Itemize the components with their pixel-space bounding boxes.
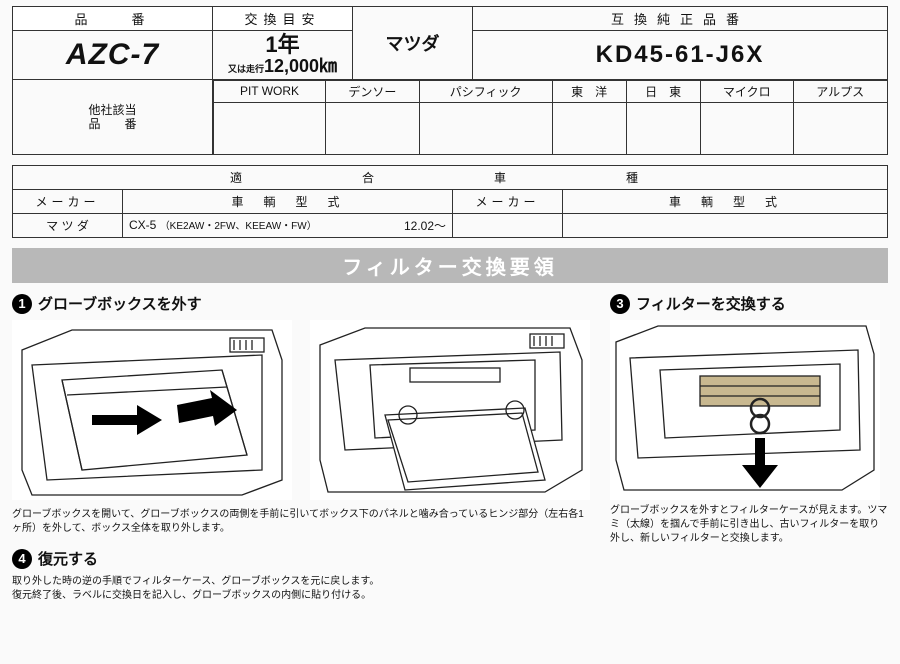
step4-title: 4 復元する: [12, 548, 592, 569]
diagram-glovebox-remove: [310, 320, 590, 500]
step1-title: 1 グローブボックスを外す: [12, 293, 592, 314]
maker: マツダ: [353, 7, 473, 80]
cross-ref-cell: [419, 102, 552, 154]
cross-ref-cell: [626, 102, 700, 154]
step1-diagrams: [12, 320, 592, 500]
step4-caption: 取り外した時の逆の手順でフィルターケース、グローブボックスを元に戻します。 復元…: [12, 575, 592, 603]
fitment-col: メーカー: [13, 190, 123, 214]
cross-ref-hdr: デンソー: [326, 80, 420, 102]
cross-ref-cell: [214, 102, 326, 154]
steps-left-column: 1 グローブボックスを外す: [12, 293, 592, 603]
fitment-col: メーカー: [453, 190, 563, 214]
cross-ref-hdr: 東 洋: [552, 80, 626, 102]
cross-ref-cell: [326, 102, 420, 154]
interval-or: 又は走行: [228, 64, 264, 74]
cross-ref-cell: [700, 102, 793, 154]
interval-cell: 1年 又は走行12,000㎞: [213, 31, 353, 80]
oem-label: 互換純正品番: [473, 7, 888, 31]
cross-ref-cell: [552, 102, 626, 154]
step3-caption: グローブボックスを外すとフィルターケースが見えます。ツマミ（太線）を掴んで手前に…: [610, 504, 888, 546]
cross-ref-table: PIT WORK デンソー パシフィック 東 洋 日 東 マイクロ アルプス: [213, 80, 888, 155]
fitment-model: CX-5 （KE2AW・2FW、KEEAW・FW） 12.02～: [123, 214, 453, 238]
step-number-icon: 1: [12, 294, 32, 314]
cross-ref-hdr: パシフィック: [419, 80, 552, 102]
instructions-banner: フィルター交換要領: [12, 248, 888, 283]
diagram-glovebox-open: [12, 320, 292, 500]
step-number-icon: 4: [12, 549, 32, 569]
steps-container: 1 グローブボックスを外す: [12, 293, 888, 603]
fitment-maker: マ ツ ダ: [13, 214, 123, 238]
diagram-filter-replace: [610, 320, 880, 500]
fitment-empty: [563, 214, 888, 238]
step3-title: 3 フィルターを交換する: [610, 293, 888, 314]
cross-ref-hdr: PIT WORK: [214, 80, 326, 102]
cross-ref-hdr: アルプス: [793, 80, 887, 102]
part-label: 品 番: [13, 7, 213, 31]
steps-right-column: 3 フィルターを交換する: [610, 293, 888, 603]
fitment-col: 車 輌 型 式: [123, 190, 453, 214]
fitment-table: 適 合 車 種 メーカー 車 輌 型 式 メーカー 車 輌 型 式 マ ツ ダ …: [12, 165, 888, 238]
fitment-empty: [453, 214, 563, 238]
step1-caption: グローブボックスを開いて、グローブボックスの両側を手前に引いてボックス下のパネル…: [12, 508, 592, 536]
interval-year: 1年: [217, 33, 348, 57]
product-table: 品 番 交換目安 マツダ 互換純正品番 AZC-7 1年 又は走行12,000㎞…: [12, 6, 888, 155]
fitment-col: 車 輌 型 式: [563, 190, 888, 214]
interval-label: 交換目安: [213, 7, 353, 31]
cross-label: 他社該当 品 番: [13, 79, 213, 155]
cross-ref-hdr: 日 東: [626, 80, 700, 102]
interval-km: 12,000㎞: [264, 56, 337, 76]
part-number: AZC-7: [13, 31, 213, 80]
step-number-icon: 3: [610, 294, 630, 314]
cross-ref-hdr: マイクロ: [700, 80, 793, 102]
cross-ref-cell: [793, 102, 887, 154]
fitment-header: 適 合 車 種: [13, 166, 888, 190]
oem-number: KD45-61-J6X: [473, 31, 888, 80]
